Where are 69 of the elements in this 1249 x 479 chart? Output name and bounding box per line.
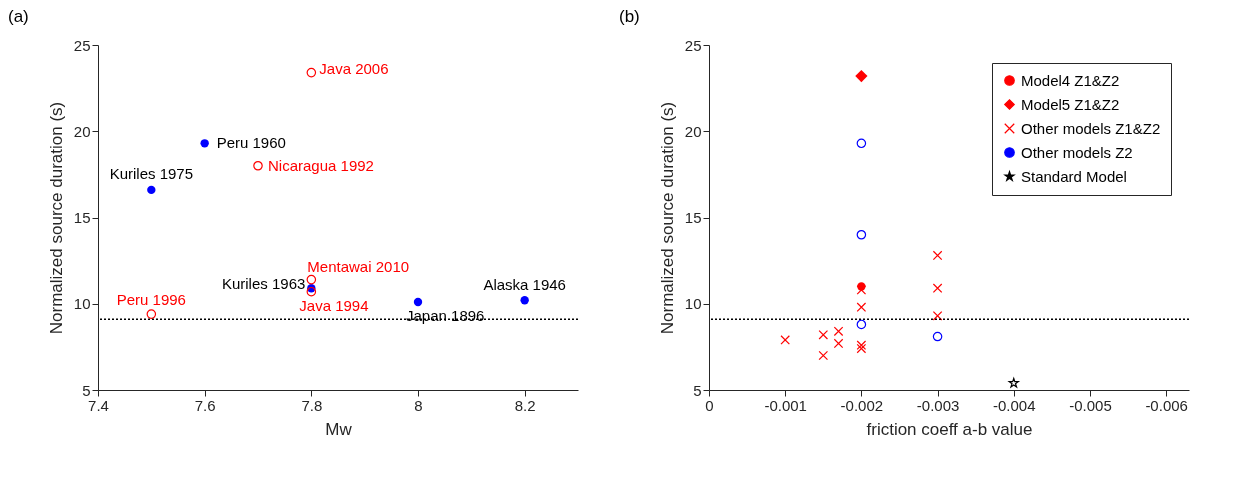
chart-title: (a) xyxy=(8,7,29,26)
point xyxy=(306,286,317,297)
y-tick-label: 10 xyxy=(684,295,702,313)
data-label: Kuriles 1975 xyxy=(109,164,194,182)
y-tick-label: 5 xyxy=(82,381,91,399)
point xyxy=(780,335,790,345)
x-axis-title: friction coeff a-b value xyxy=(866,419,1033,439)
point xyxy=(200,139,209,148)
x-tick-label: 8.2 xyxy=(514,396,536,414)
data-label: Alaska 1946 xyxy=(483,276,566,294)
point xyxy=(520,296,529,305)
x-tick-label: 7.6 xyxy=(194,396,216,414)
point xyxy=(856,229,867,240)
point xyxy=(932,283,943,294)
point xyxy=(932,311,943,321)
point xyxy=(856,343,867,354)
point xyxy=(413,297,423,307)
chart-title: (b) xyxy=(619,7,640,26)
point xyxy=(856,285,867,295)
x-tick-label: 7.8 xyxy=(301,396,323,414)
data-label: Kuriles 1963 xyxy=(221,275,306,293)
x-axis-title: Mw xyxy=(325,419,353,439)
point xyxy=(855,69,868,83)
y-tick-label: 10 xyxy=(73,295,91,313)
point xyxy=(833,326,844,337)
x-tick-label: -0.002 xyxy=(840,396,884,414)
point xyxy=(856,340,867,350)
data-label: Peru 1996 xyxy=(116,291,186,309)
point xyxy=(1008,377,1019,388)
x-tick-label: 8 xyxy=(414,396,423,414)
y-tick-label: 25 xyxy=(73,36,91,54)
data-label: Peru 1960 xyxy=(216,134,286,152)
y-axis-title: Normalized source duration (s) xyxy=(46,101,66,335)
x-tick-label: -0.001 xyxy=(764,396,807,414)
point xyxy=(856,319,867,330)
point xyxy=(833,338,844,349)
legend-label: Model4 Z1&Z2 xyxy=(1021,71,1120,89)
point xyxy=(253,160,263,171)
point xyxy=(932,331,943,342)
legend-label: Standard Model xyxy=(1021,167,1127,185)
point xyxy=(818,330,829,340)
legend-label: Other models Z2 xyxy=(1021,143,1133,161)
point xyxy=(932,250,943,261)
point xyxy=(146,309,157,319)
point xyxy=(856,138,867,149)
x-tick-label: 0 xyxy=(705,396,714,414)
y-tick-label: 20 xyxy=(73,122,91,140)
point xyxy=(818,350,829,361)
data-label: Java 2006 xyxy=(319,59,389,77)
y-axis-title: Normalized source duration (s) xyxy=(657,101,677,335)
y-tick-label: 15 xyxy=(684,209,702,226)
legend-label: Other models Z1&Z2 xyxy=(1021,119,1161,137)
point xyxy=(856,302,867,312)
data-label: Mentawai 2010 xyxy=(307,257,410,275)
point xyxy=(306,274,317,285)
data-label: Java 1994 xyxy=(299,296,369,314)
y-tick-label: 15 xyxy=(73,209,91,226)
legend-label: Model5 Z1&Z2 xyxy=(1021,95,1120,113)
y-tick-label: 5 xyxy=(693,381,702,399)
point xyxy=(306,67,317,78)
x-tick-label: 7.4 xyxy=(88,396,109,414)
x-tick-label: -0.003 xyxy=(916,396,960,414)
point xyxy=(147,185,156,195)
data-label: Nicaragua 1992 xyxy=(268,156,374,174)
y-tick-label: 20 xyxy=(684,122,702,140)
x-tick-label: -0.006 xyxy=(1145,396,1188,414)
x-tick-label: -0.004 xyxy=(992,396,1036,414)
y-tick-label: 25 xyxy=(684,36,702,54)
x-tick-label: -0.005 xyxy=(1069,396,1112,414)
